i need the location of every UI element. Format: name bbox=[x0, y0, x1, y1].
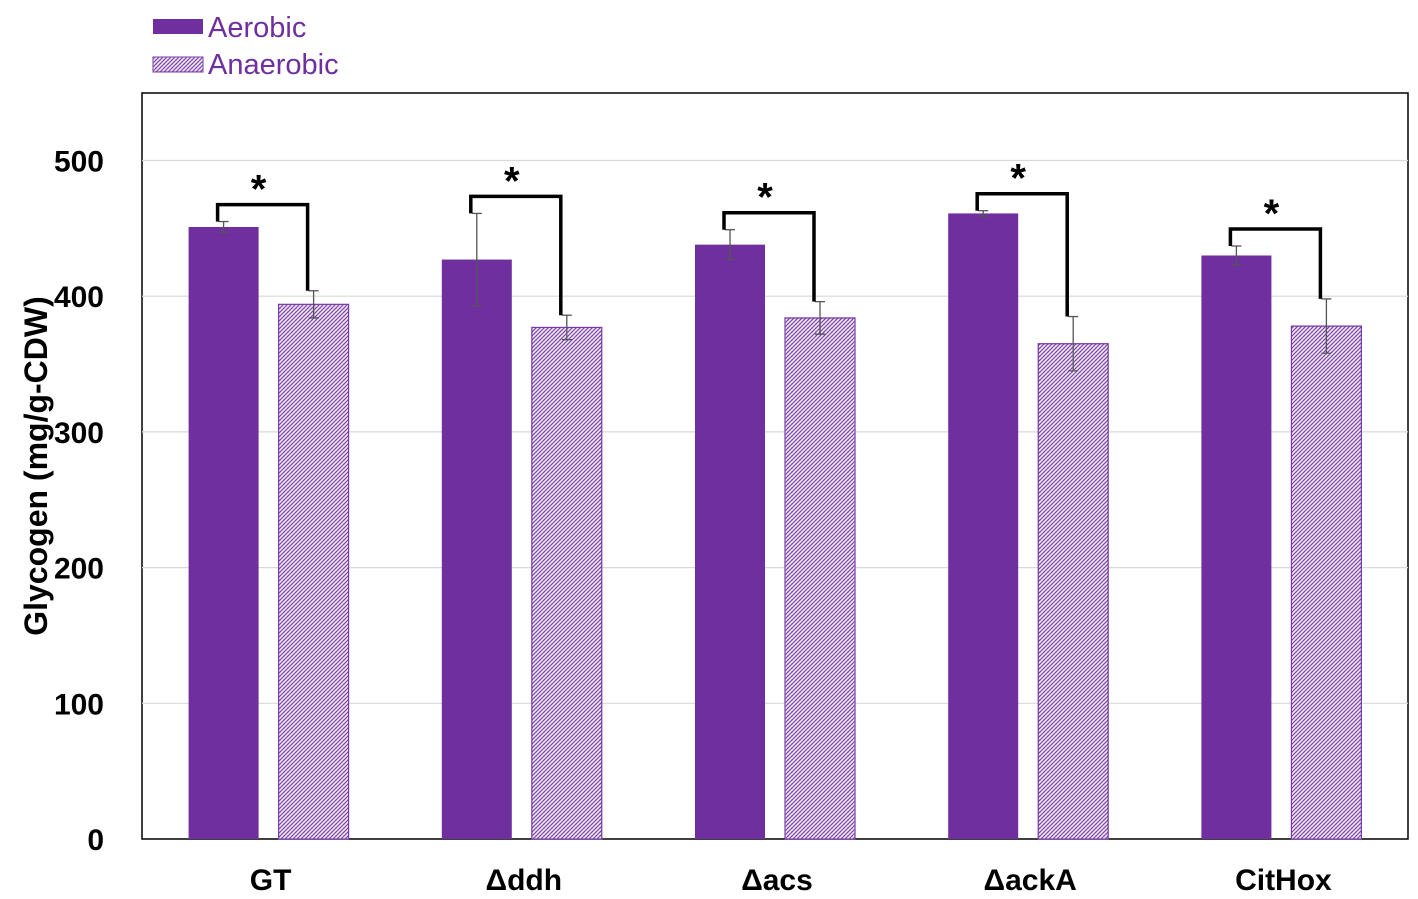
legend: Aerobic Anaerobic bbox=[152, 12, 339, 81]
significance-marker: * bbox=[1264, 192, 1280, 236]
bar-anaerobic-4 bbox=[1037, 343, 1109, 840]
bar-aerobic-4 bbox=[948, 213, 1019, 840]
significance-bracket bbox=[722, 210, 816, 302]
x-category-label: Δddh bbox=[486, 864, 563, 897]
significance-marker: * bbox=[251, 168, 267, 212]
legend-label-aerobic: Aerobic bbox=[208, 12, 306, 44]
gridlines bbox=[142, 159, 1408, 704]
legend-label-anaerobic: Anaerobic bbox=[208, 49, 339, 81]
bar-anaerobic-1 bbox=[278, 303, 350, 840]
error-bars bbox=[218, 210, 1332, 372]
bar-anaerobic-2 bbox=[531, 326, 603, 840]
significance-brackets: * * * * * bbox=[215, 157, 1323, 317]
y-tick-label: 500 bbox=[54, 146, 104, 179]
significance-bracket bbox=[975, 191, 1069, 317]
significance-bracket bbox=[215, 202, 310, 291]
significance-marker: * bbox=[1010, 157, 1026, 201]
x-category-label: Δacs bbox=[741, 864, 813, 897]
y-tick-label: 400 bbox=[54, 281, 104, 314]
bar-anaerobic-5 bbox=[1290, 325, 1363, 840]
y-axis-label: Glycogen (mg/g-CDW) bbox=[18, 296, 54, 636]
y-tick-label: 300 bbox=[54, 417, 104, 450]
significance-bracket bbox=[1228, 227, 1323, 299]
x-category-label: GT bbox=[250, 864, 292, 897]
x-category-label: ΔackA bbox=[984, 864, 1077, 897]
legend-swatch-aerobic bbox=[153, 19, 203, 34]
y-tick-label: 0 bbox=[87, 824, 104, 857]
significance-marker: * bbox=[757, 176, 773, 220]
bars bbox=[188, 213, 1363, 840]
plot-area bbox=[141, 92, 1409, 840]
bar-aerobic-3 bbox=[695, 244, 765, 839]
x-category-label: CitHox bbox=[1235, 864, 1332, 897]
bar-aerobic-2 bbox=[441, 259, 512, 839]
legend-swatch-anaerobic bbox=[152, 56, 204, 73]
x-axis-categories: GT Δddh Δacs ΔackA CitHox bbox=[250, 864, 1332, 897]
bar-aerobic-1 bbox=[188, 226, 259, 840]
bar-aerobic-5 bbox=[1201, 255, 1272, 840]
significance-bracket bbox=[469, 194, 563, 316]
y-axis-ticks: 0 100 200 300 400 500 bbox=[54, 146, 104, 858]
significance-marker: * bbox=[504, 159, 520, 203]
y-tick-label: 200 bbox=[54, 553, 104, 586]
y-tick-label: 100 bbox=[54, 688, 104, 721]
bar-anaerobic-3 bbox=[784, 317, 856, 840]
